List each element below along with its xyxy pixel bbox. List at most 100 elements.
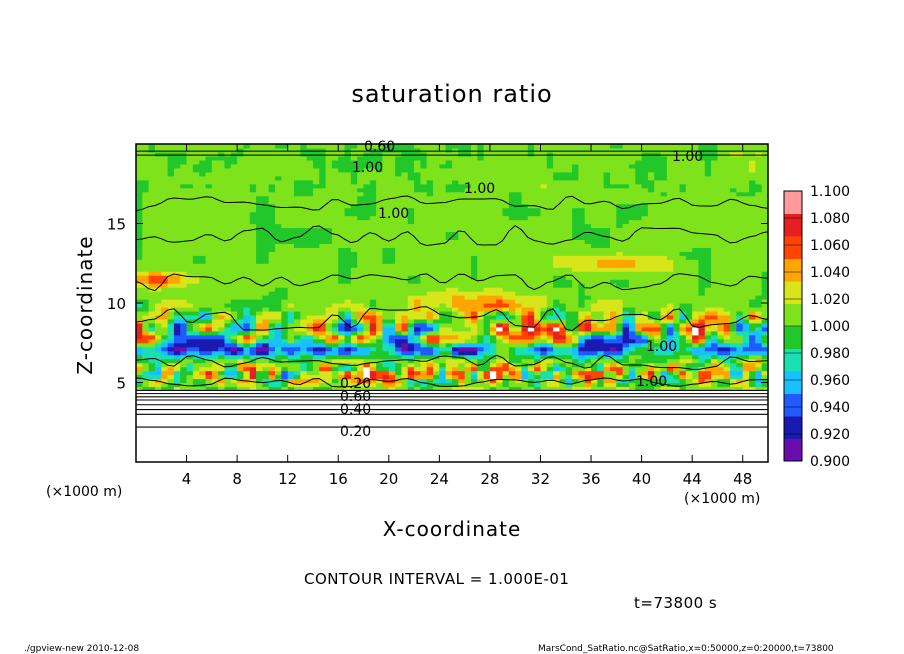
heatmap-cell — [256, 374, 263, 380]
heatmap-cell — [401, 350, 409, 356]
heatmap-cell — [199, 354, 207, 360]
heatmap-cell — [445, 183, 453, 189]
heatmap-cell — [572, 263, 579, 268]
heatmap-cell — [527, 350, 535, 356]
heatmap-cell — [136, 295, 143, 300]
heatmap-cell — [237, 299, 245, 304]
heatmap-cell — [641, 295, 649, 300]
heatmap-cell — [224, 191, 232, 197]
heatmap-cell — [369, 227, 377, 233]
heatmap-cell — [224, 314, 232, 320]
heatmap-cell — [515, 223, 523, 229]
heatmap-cell — [224, 147, 232, 153]
heatmap-cell — [603, 322, 611, 328]
heatmap-cell — [483, 239, 491, 244]
heatmap-cell — [401, 207, 409, 213]
heatmap-cell — [489, 299, 497, 304]
heatmap-cell — [287, 366, 295, 372]
heatmap-cell — [546, 203, 554, 209]
heatmap-cell — [287, 310, 295, 316]
heatmap-cell — [249, 207, 257, 213]
heatmap-cell — [597, 255, 605, 260]
heatmap-cell — [407, 151, 415, 157]
heatmap-cell — [439, 163, 447, 169]
heatmap-cell — [312, 255, 320, 260]
heatmap-cell — [628, 231, 636, 237]
heatmap-cell — [294, 342, 301, 348]
heatmap-cell — [350, 299, 358, 304]
heatmap-cell — [407, 366, 415, 372]
heatmap-cell — [281, 346, 289, 352]
heatmap-cell — [508, 295, 516, 300]
heatmap-cell — [622, 295, 630, 300]
heatmap-cell — [540, 211, 548, 217]
heatmap-cell — [167, 342, 175, 348]
heatmap-cell — [414, 223, 421, 229]
heatmap-cell — [312, 263, 320, 268]
heatmap-cell — [325, 179, 333, 185]
heatmap-cell — [136, 187, 143, 193]
heatmap-cell — [578, 207, 586, 213]
heatmap-cell — [142, 386, 150, 392]
heatmap-cell — [414, 183, 421, 189]
heatmap-cell — [167, 362, 175, 368]
heatmap-cell — [161, 151, 169, 157]
heatmap-cell — [388, 155, 396, 161]
heatmap-cell — [597, 211, 605, 217]
heatmap-cell — [622, 279, 630, 284]
heatmap-cell — [610, 203, 617, 209]
heatmap-cell — [597, 295, 605, 300]
heatmap-cell — [622, 306, 630, 312]
heatmap-cell — [565, 338, 573, 344]
heatmap-cell — [534, 291, 542, 296]
heatmap-cell — [300, 370, 308, 376]
heatmap-cell — [369, 279, 377, 284]
heatmap-cell — [445, 207, 453, 213]
heatmap-cell — [527, 247, 535, 252]
heatmap-cell — [452, 287, 459, 292]
heatmap-cell — [445, 231, 453, 237]
heatmap-cell — [388, 291, 396, 296]
heatmap-cell — [591, 310, 598, 316]
heatmap-cell — [622, 247, 630, 252]
heatmap-cell — [199, 251, 207, 256]
heatmap-cell — [319, 362, 327, 368]
heatmap-cell — [148, 346, 156, 352]
heatmap-cell — [603, 279, 611, 284]
heatmap-cell — [603, 243, 611, 248]
heatmap-cell — [338, 330, 346, 336]
heatmap-cell — [281, 199, 289, 205]
heatmap-cell — [312, 386, 320, 392]
heatmap-cell — [167, 251, 175, 256]
heatmap-cell — [376, 167, 384, 173]
heatmap-cell — [439, 318, 447, 324]
heatmap-cell — [376, 215, 384, 221]
heatmap-cell — [382, 354, 390, 360]
heatmap-cell — [142, 215, 150, 221]
heatmap-cell — [433, 334, 440, 340]
heatmap-cell — [597, 299, 605, 304]
heatmap-cell — [635, 386, 643, 392]
heatmap-cell — [205, 163, 213, 169]
heatmap-cell — [489, 338, 497, 344]
heatmap-cell — [136, 259, 143, 264]
heatmap-cell — [262, 175, 270, 181]
heatmap-cell — [224, 283, 232, 288]
heatmap-cell — [439, 147, 447, 153]
heatmap-cell — [546, 207, 554, 213]
heatmap-cell — [268, 171, 276, 177]
heatmap-cell — [521, 211, 529, 217]
heatmap-cell — [268, 175, 276, 181]
heatmap-cell — [363, 295, 371, 300]
heatmap-cell — [186, 291, 194, 296]
heatmap-cell — [395, 171, 403, 177]
heatmap-cell — [186, 342, 194, 348]
heatmap-cell — [584, 227, 592, 233]
heatmap-cell — [243, 191, 251, 197]
heatmap-cell — [154, 295, 162, 300]
heatmap-cell — [218, 354, 226, 360]
heatmap-cell — [325, 167, 333, 173]
heatmap-cell — [534, 334, 542, 340]
heatmap-cell — [192, 378, 200, 384]
heatmap-cell — [211, 295, 219, 300]
